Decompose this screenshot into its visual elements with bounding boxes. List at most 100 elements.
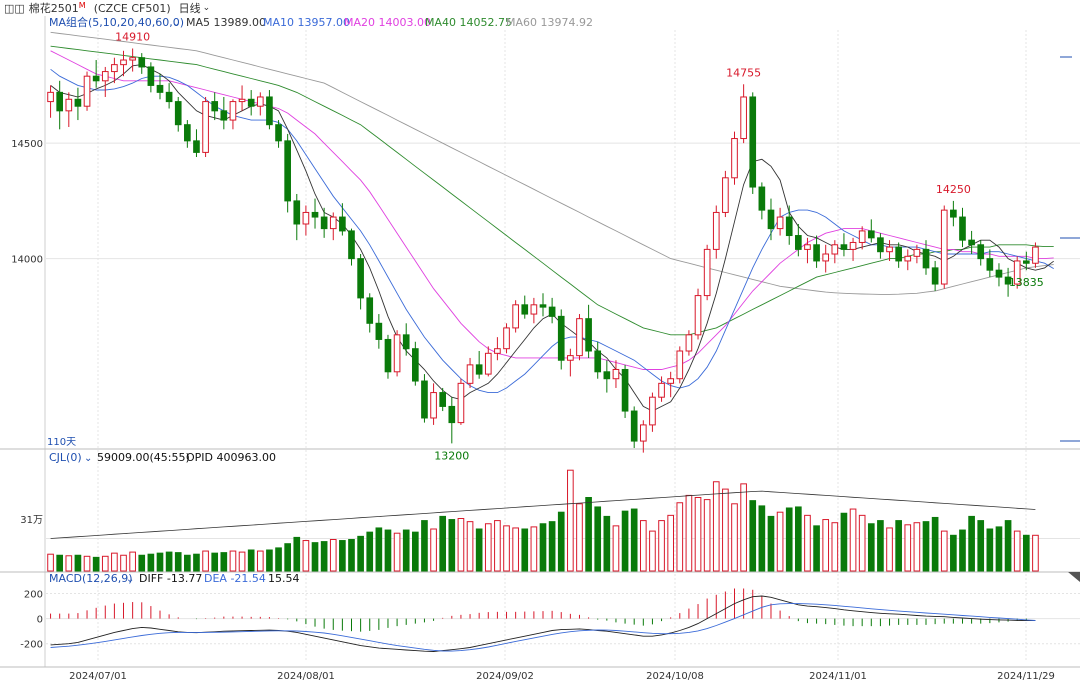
volume-bar <box>402 529 410 572</box>
candle-body <box>402 334 410 350</box>
volume-indicator-name[interactable]: CJL(0) <box>49 451 82 464</box>
candle <box>47 85 54 118</box>
volume-bar <box>767 515 775 572</box>
volume-bar <box>83 555 91 572</box>
title-bar: ◫◫ 棉花2501 M (CZCE CF501) 日线 ⌄ <box>0 0 1080 16</box>
candle-body <box>339 216 346 232</box>
chevron-down-icon[interactable]: ⌄ <box>126 574 134 585</box>
volume-bar <box>111 552 118 572</box>
macd-series <box>50 588 1036 652</box>
volume-bar <box>320 541 328 572</box>
volume-bar <box>448 519 456 572</box>
volume-bar <box>311 542 319 572</box>
volume-bar <box>484 523 492 572</box>
candle-body <box>357 258 364 299</box>
candle-body <box>877 237 884 253</box>
candle-body <box>229 101 237 121</box>
volume-bar <box>886 527 893 572</box>
candle <box>1022 251 1030 271</box>
candle <box>548 297 556 324</box>
macd-indicator-name[interactable]: MACD(12,26,9) <box>49 572 133 585</box>
volume-bar <box>503 525 510 572</box>
candle-body <box>512 304 519 329</box>
candle <box>339 203 346 236</box>
candle-body <box>412 348 419 382</box>
candle-body <box>530 304 538 315</box>
candle-body <box>129 57 136 61</box>
candle-body <box>348 230 355 260</box>
candle-body <box>211 101 219 112</box>
view-toggle-icon[interactable]: ◫◫ <box>4 1 25 15</box>
price-extreme-label: 13835 <box>1009 276 1044 289</box>
macd-diff-value: DIFF -13.77 <box>139 572 202 585</box>
volume-bar <box>840 512 848 572</box>
candle <box>56 80 64 130</box>
candle <box>867 219 875 243</box>
chevron-down-icon[interactable]: ⌄ <box>202 3 211 13</box>
volume-bar <box>667 514 674 572</box>
macd-dea-value: DEA -21.54 <box>204 572 266 585</box>
candle <box>184 120 191 148</box>
candle-body <box>959 216 966 241</box>
candle-body <box>220 110 228 121</box>
candle <box>940 205 948 289</box>
candle-body <box>922 248 930 269</box>
candle <box>302 205 310 236</box>
volume-bar <box>621 510 629 572</box>
volume-bar <box>612 525 620 572</box>
volume-bar <box>1013 530 1021 572</box>
candle-body <box>795 235 802 250</box>
candle <box>813 235 820 268</box>
candle-body <box>986 258 994 271</box>
macd-axis-tick: -200 <box>20 640 43 651</box>
candle-body <box>886 246 893 253</box>
volume-bar <box>375 527 383 572</box>
candle <box>1004 267 1012 297</box>
candle <box>256 92 264 116</box>
candle-body <box>913 248 921 257</box>
volume-bar <box>548 521 556 572</box>
candle-body <box>658 382 665 398</box>
macd-axis-tick: 200 <box>24 590 43 601</box>
corner-handle-icon[interactable] <box>1068 572 1080 582</box>
candle-body <box>83 75 91 107</box>
volume-bar <box>120 554 127 572</box>
ma-group-label[interactable]: MA组合(5,10,20,40,60,0) <box>49 15 184 29</box>
instrument-name[interactable]: 棉花2501 <box>28 2 79 15</box>
volume-bar <box>959 529 966 572</box>
volume-bar <box>539 523 547 572</box>
candle <box>950 200 957 227</box>
candle-body <box>831 244 839 255</box>
volume-bar <box>56 554 64 572</box>
candle <box>366 293 374 333</box>
ma5-line <box>50 64 1054 412</box>
candle <box>484 346 492 377</box>
volume-bar <box>649 530 656 572</box>
candle-body <box>320 216 328 230</box>
chevron-down-icon[interactable]: ⌄ <box>84 453 92 464</box>
volume-bar <box>439 515 447 572</box>
volume-bar <box>339 540 346 572</box>
volume-bar <box>658 520 665 572</box>
period-selector[interactable]: 日线 <box>178 2 201 15</box>
volume-bar <box>795 506 802 572</box>
chevron-down-icon[interactable]: ⌄ <box>172 18 180 29</box>
candle <box>712 205 720 259</box>
candle <box>694 288 702 340</box>
volume-bar <box>676 502 684 572</box>
price-axis-tick: 14000 <box>11 255 43 266</box>
candle-body <box>202 101 209 153</box>
volume-bar <box>412 531 419 572</box>
volume-bar <box>275 547 282 572</box>
candle-body <box>247 98 255 107</box>
candle <box>457 378 465 425</box>
candle-body <box>968 239 975 246</box>
volume-bar <box>731 503 738 572</box>
candle <box>293 193 301 241</box>
volume-bar <box>858 514 866 572</box>
candle-body <box>1013 260 1021 285</box>
candle-body <box>120 59 127 66</box>
volume-bar <box>1004 520 1012 572</box>
date-axis-tick: 2024/11/01 <box>809 671 867 682</box>
